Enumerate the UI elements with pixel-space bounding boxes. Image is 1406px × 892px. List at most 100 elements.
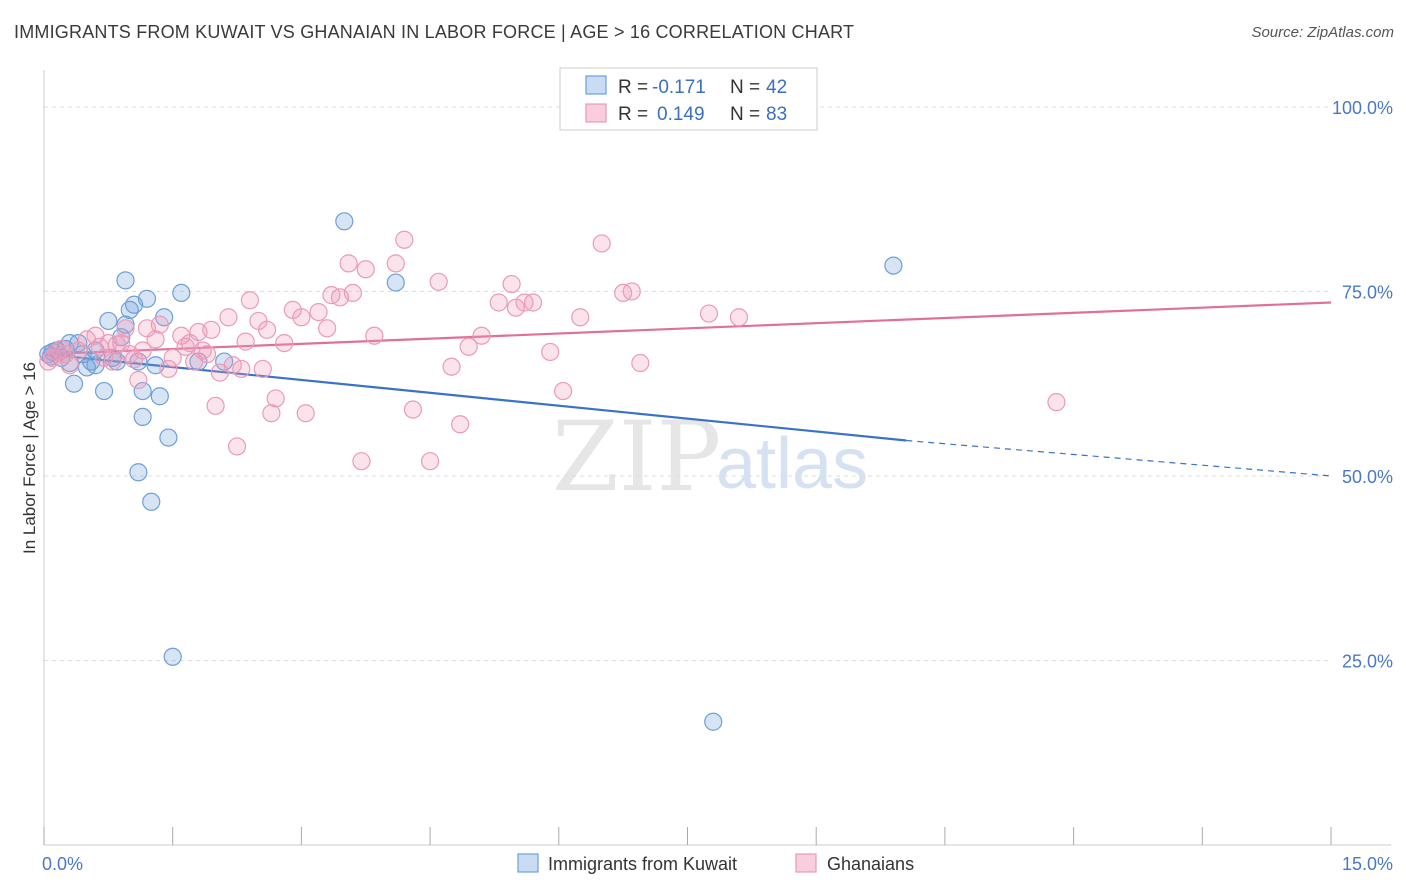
point-ghanaians-75: [571, 308, 590, 327]
point-kuwait-30: [172, 283, 191, 303]
series-ghanaians-points: [39, 230, 1066, 471]
point-ghanaians-56: [352, 452, 371, 471]
point-ghanaians-63: [429, 272, 448, 291]
trend-ghanaians-solid: [43, 301, 1332, 356]
point-ghanaians-55: [343, 283, 362, 303]
legend-r-label-1: R =: [618, 77, 648, 98]
point-ghanaians-82: [1047, 393, 1066, 412]
point-ghanaians-51: [318, 319, 337, 338]
grid-lines: [44, 106, 1331, 661]
point-ghanaians-23: [159, 359, 178, 379]
point-ghanaians-70: [506, 298, 526, 317]
point-ghanaians-49: [296, 404, 315, 423]
x-tick-label-1: 15.0%: [1342, 854, 1393, 874]
point-ghanaians-33: [206, 396, 225, 415]
point-kuwait-34: [386, 273, 405, 292]
axes: [43, 70, 1391, 846]
point-kuwait-28: [159, 428, 178, 447]
legend-r-value-2: 0.149: [657, 104, 705, 125]
trend-lines: [43, 301, 1332, 477]
point-ghanaians-45: [266, 389, 285, 408]
point-ghanaians-65: [451, 415, 470, 434]
point-ghanaians-40: [240, 291, 260, 310]
point-kuwait-36: [884, 256, 903, 275]
point-ghanaians-39: [236, 332, 255, 351]
bottom-legend-label-ghanaians: Ghanaians: [827, 854, 914, 874]
point-ghanaians-67: [472, 326, 491, 345]
point-ghanaians-15: [116, 319, 135, 338]
point-kuwait-6: [64, 374, 84, 393]
stats-legend: R = -0.171 N = 42 R = 0.149 N = 83: [559, 67, 818, 131]
point-ghanaians-31: [197, 345, 217, 364]
bottom-legend-label-kuwait: Immigrants from Kuwait: [548, 854, 737, 874]
point-ghanaians-44: [262, 404, 281, 423]
legend-n-label-2: N =: [730, 104, 760, 125]
y-tick-label-2: 75.0%: [1342, 282, 1393, 302]
legend-swatch-ghanaians: [585, 103, 607, 123]
point-ghanaians-18: [129, 370, 148, 390]
point-ghanaians-72: [523, 293, 543, 312]
point-ghanaians-22: [150, 315, 169, 334]
point-ghanaians-21: [146, 330, 165, 349]
point-ghanaians-46: [275, 333, 294, 353]
point-ghanaians-48: [292, 308, 311, 327]
watermark-atlas: atlas: [716, 424, 868, 504]
point-kuwait-12: [94, 381, 114, 401]
point-ghanaians-74: [553, 381, 573, 401]
point-ghanaians-50: [309, 302, 328, 322]
y-tick-label-1: 50.0%: [1342, 467, 1393, 487]
point-ghanaians-64: [442, 357, 461, 376]
point-kuwait-17: [116, 271, 135, 290]
point-ghanaians-43: [257, 320, 277, 339]
point-ghanaians-80: [699, 304, 719, 323]
point-ghanaians-35: [219, 308, 238, 327]
point-kuwait-24: [142, 492, 161, 511]
point-ghanaians-12: [103, 352, 122, 371]
point-ghanaians-69: [502, 274, 521, 294]
point-ghanaians-62: [421, 452, 440, 471]
chart-title: IMMIGRANTS FROM KUWAIT VS GHANAIAN IN LA…: [14, 22, 855, 42]
point-ghanaians-19: [133, 341, 152, 360]
point-ghanaians-81: [729, 308, 749, 327]
point-ghanaians-37: [227, 437, 247, 456]
point-ghanaians-5: [60, 356, 79, 375]
point-kuwait-29: [163, 647, 182, 666]
point-kuwait-26: [150, 387, 169, 406]
point-ghanaians-57: [356, 260, 375, 279]
bottom-legend-swatch-ghanaians: [795, 853, 817, 873]
point-ghanaians-76: [592, 234, 611, 253]
point-ghanaians-32: [202, 320, 221, 339]
point-ghanaians-42: [253, 359, 272, 379]
trend-kuwait-solid: [43, 353, 907, 442]
point-ghanaians-73: [541, 342, 560, 362]
watermark-zip: ZIP: [552, 401, 721, 513]
point-ghanaians-54: [339, 254, 358, 273]
series-legend: Immigrants from Kuwait Ghanaians: [517, 853, 914, 874]
y-axis-label: In Labor Force | Age > 16: [20, 362, 39, 554]
point-kuwait-21: [133, 407, 152, 427]
point-ghanaians-60: [395, 230, 414, 249]
source-label: Source: ZipAtlas.com: [1251, 24, 1394, 41]
point-ghanaians-78: [622, 282, 641, 301]
point-ghanaians-59: [386, 254, 405, 273]
point-kuwait-22: [133, 381, 152, 401]
point-ghanaians-66: [459, 337, 478, 356]
legend-n-value-1: 42: [766, 77, 787, 98]
legend-r-label-2: R =: [618, 104, 648, 125]
legend-n-label-1: N =: [730, 77, 760, 98]
trend-kuwait-dashed: [906, 439, 1332, 477]
point-ghanaians-38: [232, 359, 251, 379]
point-ghanaians-24: [163, 348, 182, 367]
point-ghanaians-61: [403, 400, 423, 419]
legend-r-value-1: -0.171: [652, 77, 706, 98]
bottom-legend-swatch-kuwait: [517, 853, 539, 873]
point-kuwait-13: [99, 311, 118, 331]
legend-n-value-2: 83: [766, 104, 787, 125]
point-kuwait-23: [137, 289, 157, 308]
y-tick-label-0: 25.0%: [1342, 651, 1393, 671]
point-kuwait-35: [704, 712, 723, 731]
point-kuwait-39: [129, 463, 148, 482]
point-ghanaians-58: [365, 326, 384, 345]
x-tick-label-0: 0.0%: [42, 854, 83, 874]
